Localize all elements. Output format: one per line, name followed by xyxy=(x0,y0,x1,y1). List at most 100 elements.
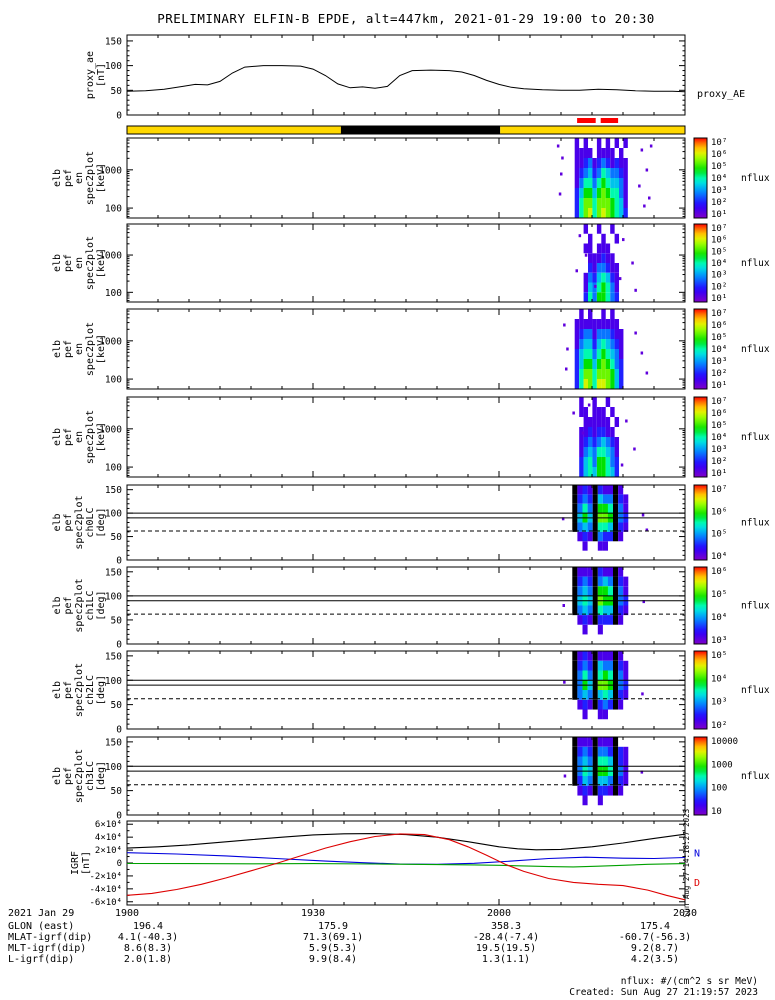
spectrogram-cell xyxy=(596,168,602,178)
spectrogram-cell xyxy=(596,178,602,188)
spectrogram-cell xyxy=(582,624,588,635)
y-tick-label: 150 xyxy=(105,651,122,662)
spectrogram-cell xyxy=(614,198,620,208)
y-axis-title-line: pef xyxy=(63,513,74,531)
y-tick-label: 0 xyxy=(116,725,122,736)
spectrogram-cell xyxy=(582,567,588,577)
colorbar-tick-label: 10⁴ xyxy=(711,674,727,684)
spectrogram-cell xyxy=(614,208,620,218)
spectrogram-cell xyxy=(583,208,589,218)
spectrogram-cell xyxy=(596,457,602,467)
spectrogram-cell xyxy=(613,494,619,504)
y-tick-label: 100 xyxy=(105,463,122,474)
spectrogram-cell xyxy=(579,437,584,447)
y-tick-label: 150 xyxy=(105,737,122,748)
spectrogram-cell xyxy=(574,369,580,379)
spectrogram-cell xyxy=(601,407,606,417)
spectrogram-cell xyxy=(588,233,593,244)
y-tick-label: 2×10⁴ xyxy=(95,846,122,856)
spectrogram-cell xyxy=(574,319,580,329)
spectrogram-cell xyxy=(588,178,593,188)
spectrogram-cell xyxy=(596,148,602,158)
spectrogram-cell xyxy=(619,349,624,359)
spectrogram-speckle xyxy=(563,774,567,778)
spectrogram-cell xyxy=(610,178,615,188)
spectrogram-cell xyxy=(579,168,584,178)
spectrogram-cell xyxy=(605,208,611,218)
y-tick-label: 100 xyxy=(105,61,122,72)
colorbar-5 xyxy=(693,484,708,561)
spectrogram-cell xyxy=(602,690,608,700)
spectrogram-cell xyxy=(605,437,611,447)
spectrogram-speckle xyxy=(640,770,644,774)
y-axis-title-line: elb xyxy=(52,169,63,187)
spectrogram-cell xyxy=(613,690,619,700)
spectrogram-cell xyxy=(577,494,583,504)
spectrogram-cell xyxy=(610,447,615,457)
spectrogram-cell xyxy=(618,522,624,532)
spectrogram-cell xyxy=(619,158,624,168)
spectrogram-cell xyxy=(618,605,624,616)
spectrogram-cell xyxy=(572,494,578,504)
spectrogram-cell xyxy=(597,485,603,495)
spectrogram-cell xyxy=(583,427,589,437)
spectrogram-cell xyxy=(587,576,593,587)
spectrogram-cell xyxy=(583,282,589,293)
spectrogram-cell xyxy=(610,282,615,293)
spectrogram-cell xyxy=(623,605,629,616)
spectrogram-cell xyxy=(602,503,608,514)
spectrogram-cell xyxy=(613,776,619,786)
spectrogram-cell xyxy=(597,785,603,796)
spectrogram-cell xyxy=(574,339,580,349)
spectrogram-cell xyxy=(623,138,628,148)
colorbar-tick-label: 10⁵ xyxy=(711,421,727,431)
spectrogram-cell xyxy=(597,699,603,710)
var-row-mlt: MLT-igrf(dip) 8.6(8.3) 5.9(5.3) 19.5(19.… xyxy=(0,943,775,954)
spectrogram-cell xyxy=(602,531,608,542)
spectrogram-cell xyxy=(582,494,588,504)
y-tick-label: 0 xyxy=(116,640,122,651)
colorbar-title: nflux xyxy=(741,258,770,269)
spectrogram-cell xyxy=(596,158,602,168)
spectrogram-cell xyxy=(623,178,628,188)
colorbar-6 xyxy=(693,566,708,645)
spectrogram-cell xyxy=(596,253,602,264)
spectrogram-cell xyxy=(601,178,606,188)
spectrogram-speckle xyxy=(643,204,646,208)
spectrogram-cell xyxy=(605,359,611,369)
spectrogram-cell xyxy=(605,467,611,477)
spectrogram-cell xyxy=(592,586,598,596)
colorbar-tick-label: 10 xyxy=(711,807,722,817)
spectrogram-cell xyxy=(601,467,606,477)
spectrogram-cell xyxy=(610,407,615,417)
spectrogram-cell xyxy=(601,457,606,467)
spectrogram-cell xyxy=(602,660,608,671)
var-value: 1.3(1.1) xyxy=(481,954,531,965)
spectrogram-cell xyxy=(607,615,613,625)
spectrogram-cell xyxy=(572,756,578,767)
colorbar-title: nflux xyxy=(741,344,770,355)
y-tick-label: 0 xyxy=(117,859,122,869)
spectrogram-cell xyxy=(582,586,588,596)
spectrogram-cell xyxy=(596,329,602,339)
y-axis-title-line: elb xyxy=(52,340,63,358)
spectrogram-cell xyxy=(592,651,598,661)
colorbar-title: nflux xyxy=(741,173,770,184)
var-row-l: L-igrf(dip) 2.0(1.8) 9.9(8.4) 1.3(1.1) 4… xyxy=(0,954,775,965)
colorbar-tick-label: 10² xyxy=(711,369,727,379)
y-tick-label: 1000 xyxy=(99,424,122,435)
spectrogram-cell xyxy=(597,586,603,596)
y-tick-label: 1000 xyxy=(99,251,122,262)
spectrogram-cell xyxy=(602,541,608,551)
spectrogram-cell xyxy=(605,263,611,273)
spectrogram-cell xyxy=(618,494,624,504)
spectrogram-cell xyxy=(605,282,611,293)
spectrogram-cell xyxy=(601,148,606,158)
y-axis-title-line: pef xyxy=(63,681,74,699)
spectrogram-cell xyxy=(602,485,608,495)
spectrogram-cell xyxy=(596,263,602,273)
y-axis-title-line: spec2plot xyxy=(85,151,96,205)
orbit-bar-segment xyxy=(127,126,341,134)
var-value: 9.9(8.4) xyxy=(308,954,358,965)
y-tick-label: 1000 xyxy=(99,336,122,347)
